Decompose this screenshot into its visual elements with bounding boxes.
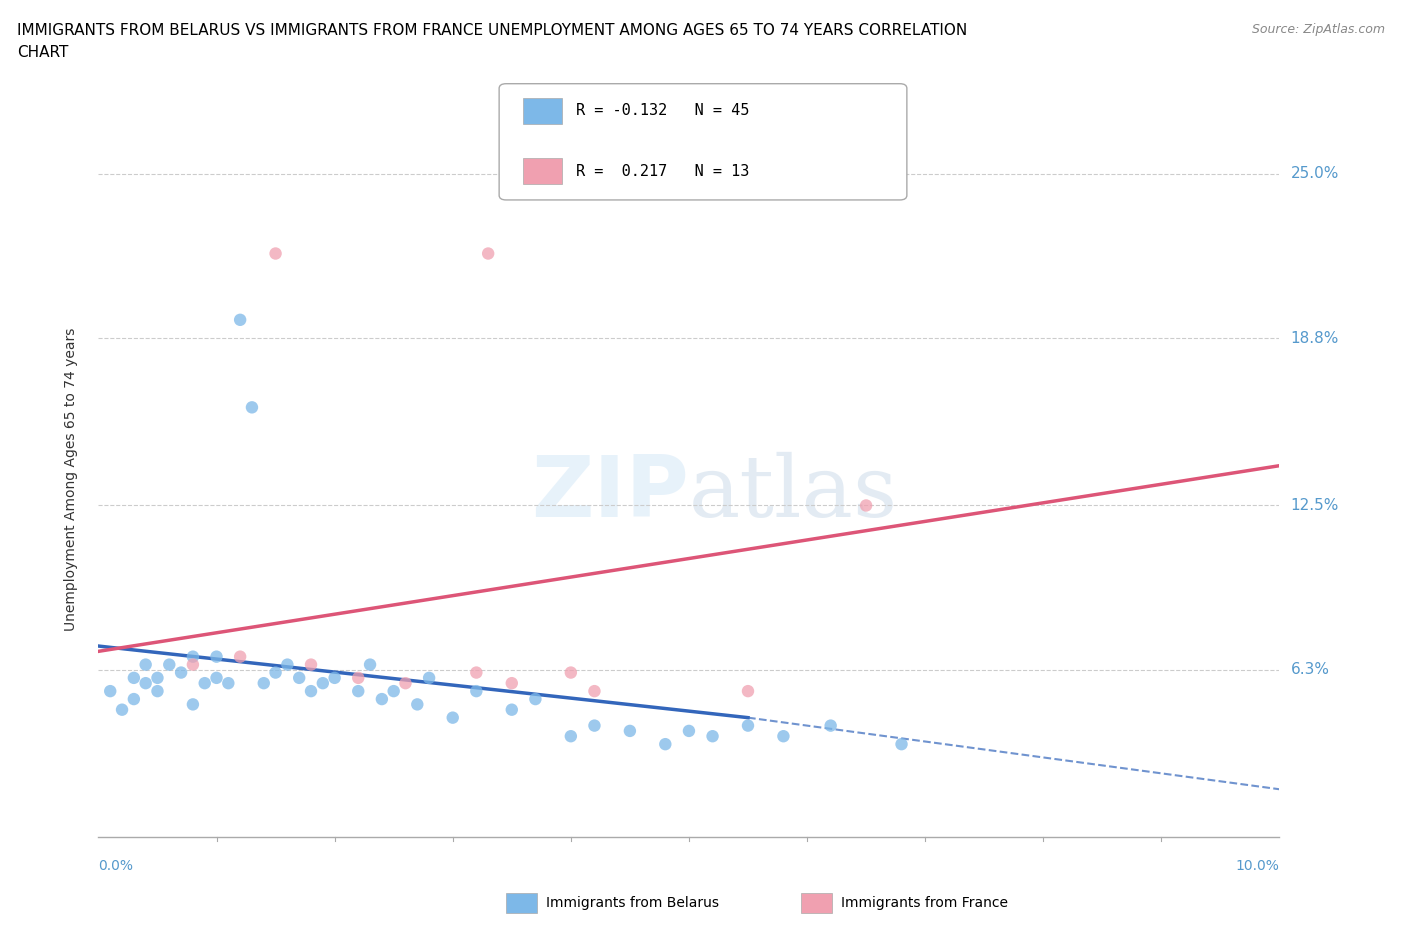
Point — [299, 684, 322, 698]
Point — [737, 684, 759, 698]
Point — [678, 724, 700, 738]
Point — [583, 684, 606, 698]
Point — [264, 665, 287, 680]
Text: 18.8%: 18.8% — [1291, 331, 1339, 346]
Point — [135, 658, 157, 672]
Point — [146, 671, 169, 685]
Point — [820, 718, 842, 733]
Point — [299, 658, 322, 672]
Point — [111, 702, 134, 717]
Point — [229, 649, 252, 664]
Point — [406, 697, 429, 711]
Point — [371, 692, 394, 707]
Point — [170, 665, 193, 680]
Point — [135, 676, 157, 691]
Text: Source: ZipAtlas.com: Source: ZipAtlas.com — [1251, 23, 1385, 36]
Text: 10.0%: 10.0% — [1236, 858, 1279, 872]
Point — [264, 246, 287, 261]
Point — [205, 671, 228, 685]
Point — [619, 724, 641, 738]
Text: 25.0%: 25.0% — [1291, 166, 1339, 181]
Point — [181, 697, 204, 711]
Text: 6.3%: 6.3% — [1291, 662, 1330, 677]
Text: 12.5%: 12.5% — [1291, 498, 1339, 513]
Point — [181, 649, 204, 664]
Text: 0.0%: 0.0% — [98, 858, 134, 872]
Point — [229, 312, 252, 327]
Point — [465, 684, 488, 698]
Point — [240, 400, 263, 415]
Point — [501, 676, 523, 691]
Text: IMMIGRANTS FROM BELARUS VS IMMIGRANTS FROM FRANCE UNEMPLOYMENT AMONG AGES 65 TO : IMMIGRANTS FROM BELARUS VS IMMIGRANTS FR… — [17, 23, 967, 60]
Point — [477, 246, 499, 261]
Point — [702, 729, 724, 744]
Point — [122, 692, 145, 707]
Point — [890, 737, 912, 751]
Point — [122, 671, 145, 685]
Point — [194, 676, 217, 691]
Point — [359, 658, 381, 672]
Text: R = -0.132   N = 45: R = -0.132 N = 45 — [576, 103, 749, 118]
Point — [146, 684, 169, 698]
Point — [654, 737, 676, 751]
Point — [772, 729, 794, 744]
Point — [441, 711, 464, 725]
Point — [323, 671, 346, 685]
Point — [524, 692, 547, 707]
Point — [418, 671, 440, 685]
Point — [394, 676, 416, 691]
Point — [382, 684, 405, 698]
Point — [347, 671, 370, 685]
Y-axis label: Unemployment Among Ages 65 to 74 years: Unemployment Among Ages 65 to 74 years — [63, 327, 77, 631]
Point — [312, 676, 335, 691]
Text: Immigrants from Belarus: Immigrants from Belarus — [546, 896, 718, 910]
Point — [560, 729, 582, 744]
Point — [181, 658, 204, 672]
Point — [583, 718, 606, 733]
Text: Immigrants from France: Immigrants from France — [841, 896, 1008, 910]
Point — [205, 649, 228, 664]
Point — [737, 718, 759, 733]
Point — [855, 498, 877, 513]
Point — [288, 671, 311, 685]
Point — [98, 684, 121, 698]
Point — [253, 676, 276, 691]
Point — [465, 665, 488, 680]
Text: atlas: atlas — [689, 452, 898, 535]
Point — [347, 684, 370, 698]
Point — [560, 665, 582, 680]
Point — [157, 658, 180, 672]
Point — [501, 702, 523, 717]
Text: R =  0.217   N = 13: R = 0.217 N = 13 — [576, 164, 749, 179]
Point — [217, 676, 239, 691]
Text: ZIP: ZIP — [531, 452, 689, 535]
Point — [276, 658, 298, 672]
